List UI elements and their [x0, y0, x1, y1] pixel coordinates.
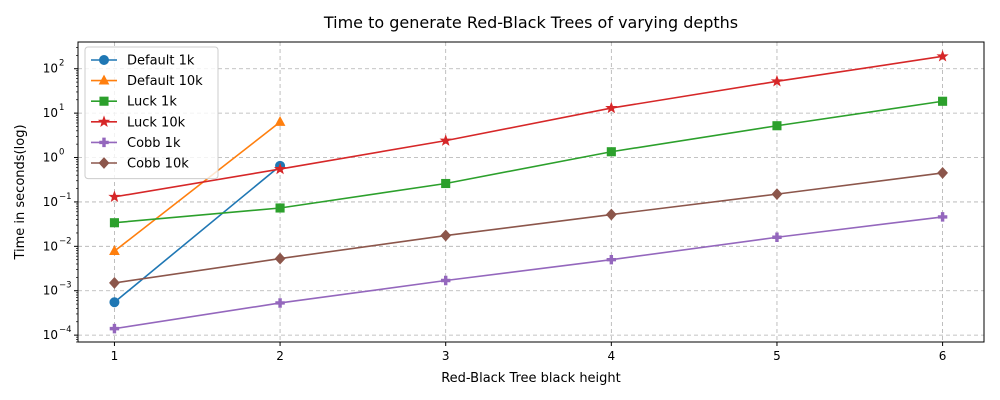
data-point-plus: [606, 254, 617, 265]
y-tick-base: 10: [43, 328, 58, 342]
x-tick-label: 6: [939, 349, 947, 363]
y-tick-label: 10: [43, 106, 58, 120]
legend-label: Default 1k: [127, 54, 195, 69]
legend-label: Cobb 1k: [127, 136, 181, 151]
data-point-plus: [275, 298, 285, 308]
data-point-square: [772, 121, 782, 131]
legend-item: Default 1k: [91, 54, 195, 69]
data-point-square: [275, 203, 285, 213]
series-line: [114, 172, 943, 284]
legend-label: Cobb 10k: [127, 157, 189, 172]
series-layer: [108, 49, 949, 334]
data-point-plus: [937, 212, 948, 222]
y-tick-label: 10: [43, 239, 58, 253]
data-point-circle: [99, 55, 109, 65]
data-point-plus: [772, 232, 782, 242]
legend: Default 1k Default 10k Luck 1k Luck 10k Cobb…: [84, 46, 219, 180]
data-point-triangle: [274, 116, 286, 126]
data-point-square: [606, 147, 616, 157]
y-tick-base: 10: [43, 284, 58, 298]
data-point-triangle: [109, 245, 120, 255]
y-tick-base: 10: [43, 62, 58, 76]
series-line: [113, 121, 281, 252]
y-tick-base: 10: [43, 151, 58, 165]
legend-label: Luck 1k: [127, 95, 177, 110]
y-tick-exponent: −2: [59, 236, 72, 246]
data-point-star: [273, 162, 287, 175]
x-tick-label: 2: [276, 349, 284, 363]
data-point-plus: [440, 275, 451, 286]
x-axis: 1 2 3 4 5 6: [111, 342, 947, 363]
data-point-star: [108, 190, 121, 203]
y-tick-base: 10: [43, 239, 58, 253]
chart-title: Time to generate Red-Black Trees of vary…: [323, 13, 738, 32]
series-luck-1k: [109, 96, 948, 228]
data-point-diamond: [605, 208, 617, 221]
x-tick-label: 4: [608, 349, 616, 363]
x-tick-label: 3: [442, 349, 450, 363]
legend-label: Default 10k: [127, 74, 203, 89]
series-line: [114, 100, 943, 224]
legend-item: Default 10k: [91, 74, 203, 89]
y-tick-exponent: −1: [59, 192, 72, 202]
legend-item: Luck 1k: [91, 95, 177, 110]
legend-item: Cobb 10k: [91, 157, 189, 172]
data-point-diamond: [771, 188, 783, 201]
y-tick-base: 10: [43, 106, 58, 120]
legend-box: [84, 46, 219, 180]
y-tick-exponent: −4: [59, 325, 72, 335]
data-point-star: [605, 101, 618, 114]
series-cobb-10k: [109, 167, 948, 289]
data-point-square: [99, 96, 109, 106]
series-default-10k: [109, 116, 286, 255]
y-tick-exponent: 1: [59, 103, 64, 113]
data-point-plus: [109, 323, 120, 334]
data-point-circle: [109, 297, 120, 308]
y-tick-label: 10: [43, 195, 58, 209]
x-axis-label: Red-Black Tree black height: [441, 371, 621, 386]
y-tick-exponent: −3: [59, 281, 72, 291]
grid-lines: [78, 42, 984, 342]
data-point-star: [936, 49, 949, 62]
y-tick-base: 10: [43, 195, 58, 209]
series-line: [114, 55, 943, 198]
x-tick-label: 1: [111, 349, 119, 363]
y-tick-label: 10: [43, 151, 58, 165]
x-tick-label: 5: [773, 349, 781, 363]
y-tick-exponent: 2: [59, 59, 64, 69]
series-cobb-1k: [109, 212, 948, 334]
data-point-star: [770, 74, 784, 87]
y-tick-exponent: 0: [59, 148, 64, 158]
data-point-triangle: [98, 74, 110, 85]
data-point-square: [109, 218, 119, 228]
y-axis-label: Time in seconds(log): [13, 124, 28, 260]
data-point-diamond: [440, 229, 452, 242]
series-luck-10k: [108, 49, 949, 203]
y-tick-label: 10: [43, 328, 58, 342]
data-point-square: [938, 96, 948, 106]
y-tick-label: 10: [43, 62, 58, 76]
data-point-square: [441, 178, 451, 189]
data-point-plus: [99, 137, 109, 148]
data-point-diamond: [937, 167, 948, 179]
data-point-diamond: [274, 252, 286, 265]
plot-frame: [77, 41, 985, 343]
legend-item: Luck 10k: [91, 115, 186, 130]
y-tick-label: 10: [43, 284, 58, 298]
data-point-star: [97, 115, 111, 127]
legend-item: Cobb 1k: [91, 136, 181, 151]
data-point-star: [439, 134, 452, 146]
legend-label: Luck 10k: [127, 115, 186, 130]
data-point-diamond: [98, 157, 110, 169]
series-line: [114, 216, 943, 330]
data-point-diamond: [109, 276, 120, 289]
